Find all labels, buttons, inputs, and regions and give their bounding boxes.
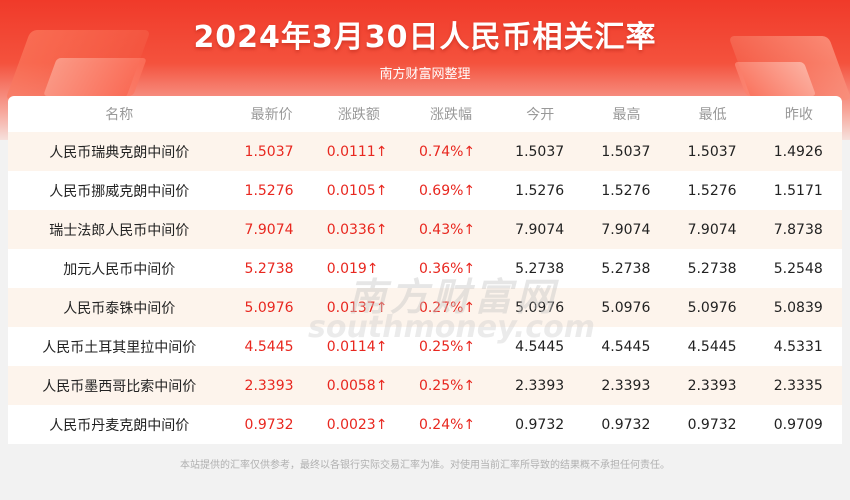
cell-latest: 4.5445 [230, 327, 313, 366]
table-row: 人民币丹麦克朗中间价 0.9732 0.0023↑ 0.24%↑ 0.9732 … [8, 405, 842, 444]
cell-open: 5.2738 [497, 249, 584, 288]
cell-name: 人民币瑞典克朗中间价 [8, 132, 231, 171]
col-header-high: 最高 [612, 107, 641, 123]
cell-change-pct: 0.27%↑ [404, 288, 498, 327]
cell-high: 7.9074 [583, 210, 670, 249]
cell-change: 0.0111↑ [312, 132, 405, 171]
cell-latest: 1.5037 [230, 132, 313, 171]
cell-prev-close: 1.5171 [755, 171, 842, 210]
cell-prev-close: 1.4926 [755, 132, 842, 171]
cell-low: 4.5445 [669, 327, 756, 366]
cell-latest: 5.2738 [230, 249, 313, 288]
cell-name: 人民币挪威克朗中间价 [8, 171, 231, 210]
cell-high: 5.0976 [583, 288, 670, 327]
cell-latest: 5.0976 [230, 288, 313, 327]
cell-name: 人民币土耳其里拉中间价 [8, 327, 231, 366]
cell-change: 0.0114↑ [312, 327, 405, 366]
cell-change-pct: 0.36%↑ [404, 249, 498, 288]
cell-low: 0.9732 [669, 405, 756, 444]
cell-change-pct: 0.69%↑ [404, 171, 498, 210]
cell-low: 1.5037 [669, 132, 756, 171]
cell-low: 1.5276 [669, 171, 756, 210]
table-row: 加元人民币中间价 5.2738 0.019↑ 0.36%↑ 5.2738 5.2… [8, 249, 842, 288]
cell-open: 7.9074 [497, 210, 584, 249]
cell-prev-close: 0.9709 [755, 405, 842, 444]
cell-high: 1.5276 [583, 171, 670, 210]
cell-change-pct: 0.24%↑ [404, 405, 498, 444]
cell-high: 4.5445 [583, 327, 670, 366]
footer: 本站提供的汇率仅供参考，最终以各银行实际交易汇率为准。对使用当前汇率所导致的结果… [0, 444, 850, 500]
cell-change-pct: 0.25%↑ [404, 366, 498, 405]
table-row: 人民币墨西哥比索中间价 2.3393 0.0058↑ 0.25%↑ 2.3393… [8, 366, 842, 405]
cell-open: 1.5276 [497, 171, 584, 210]
table-row: 人民币土耳其里拉中间价 4.5445 0.0114↑ 0.25%↑ 4.5445… [8, 327, 842, 366]
cell-change: 0.0336↑ [312, 210, 405, 249]
cell-prev-close: 5.0839 [755, 288, 842, 327]
rate-table-card: 名称 最新价 涨跌额 涨跌幅 今开 最高 最低 昨收 人民币瑞典克朗中间价 1.… [8, 96, 842, 444]
table-row: 人民币挪威克朗中间价 1.5276 0.0105↑ 0.69%↑ 1.5276 … [8, 171, 842, 210]
col-header-latest: 最新价 [250, 107, 293, 123]
cell-change-pct: 0.74%↑ [404, 132, 498, 171]
cell-high: 0.9732 [583, 405, 670, 444]
cell-latest: 1.5276 [230, 171, 313, 210]
cell-change: 0.0023↑ [312, 405, 405, 444]
cell-name: 人民币墨西哥比索中间价 [8, 366, 231, 405]
col-header-low: 最低 [698, 107, 727, 123]
table-header-row: 名称 最新价 涨跌额 涨跌幅 今开 最高 最低 昨收 [8, 96, 842, 132]
cell-name: 瑞士法郎人民币中间价 [8, 210, 231, 249]
cell-name: 人民币泰铢中间价 [8, 288, 231, 327]
cell-open: 1.5037 [497, 132, 584, 171]
cell-change: 0.0058↑ [312, 366, 405, 405]
exchange-rate-table: 名称 最新价 涨跌额 涨跌幅 今开 最高 最低 昨收 人民币瑞典克朗中间价 1.… [8, 96, 842, 444]
cell-name: 加元人民币中间价 [8, 249, 231, 288]
footer-disclaimer: 本站提供的汇率仅供参考，最终以各银行实际交易汇率为准。对使用当前汇率所导致的结果… [180, 460, 670, 471]
cell-prev-close: 5.2548 [755, 249, 842, 288]
table-row: 人民币瑞典克朗中间价 1.5037 0.0111↑ 0.74%↑ 1.5037 … [8, 132, 842, 171]
cell-open: 5.0976 [497, 288, 584, 327]
cell-high: 5.2738 [583, 249, 670, 288]
cell-prev-close: 4.5331 [755, 327, 842, 366]
cell-prev-close: 2.3335 [755, 366, 842, 405]
table-row: 瑞士法郎人民币中间价 7.9074 0.0336↑ 0.43%↑ 7.9074 … [8, 210, 842, 249]
cell-high: 2.3393 [583, 366, 670, 405]
cell-low: 5.0976 [669, 288, 756, 327]
cell-prev-close: 7.8738 [755, 210, 842, 249]
cell-low: 2.3393 [669, 366, 756, 405]
col-header-name: 名称 [105, 107, 134, 123]
col-header-change: 涨跌额 [337, 107, 380, 123]
cell-low: 7.9074 [669, 210, 756, 249]
page-subtitle: 南方财富网整理 [379, 67, 471, 82]
col-header-change-pct: 涨跌幅 [430, 107, 473, 123]
col-header-open: 今开 [526, 107, 555, 123]
cell-latest: 0.9732 [230, 405, 313, 444]
cell-open: 4.5445 [497, 327, 584, 366]
cell-open: 0.9732 [497, 405, 584, 444]
cell-change-pct: 0.25%↑ [404, 327, 498, 366]
table-row: 人民币泰铢中间价 5.0976 0.0137↑ 0.27%↑ 5.0976 5.… [8, 288, 842, 327]
cell-open: 2.3393 [497, 366, 584, 405]
cell-latest: 7.9074 [230, 210, 313, 249]
cell-latest: 2.3393 [230, 366, 313, 405]
cell-change: 0.0105↑ [312, 171, 405, 210]
cell-name: 人民币丹麦克朗中间价 [8, 405, 231, 444]
cell-high: 1.5037 [583, 132, 670, 171]
cell-low: 5.2738 [669, 249, 756, 288]
table-body: 人民币瑞典克朗中间价 1.5037 0.0111↑ 0.74%↑ 1.5037 … [8, 132, 842, 444]
cell-change: 0.019↑ [312, 249, 405, 288]
page-title: 2024年3月30日人民币相关汇率 [193, 20, 657, 55]
cell-change-pct: 0.43%↑ [404, 210, 498, 249]
cell-change: 0.0137↑ [312, 288, 405, 327]
col-header-prev-close: 昨收 [784, 107, 813, 123]
